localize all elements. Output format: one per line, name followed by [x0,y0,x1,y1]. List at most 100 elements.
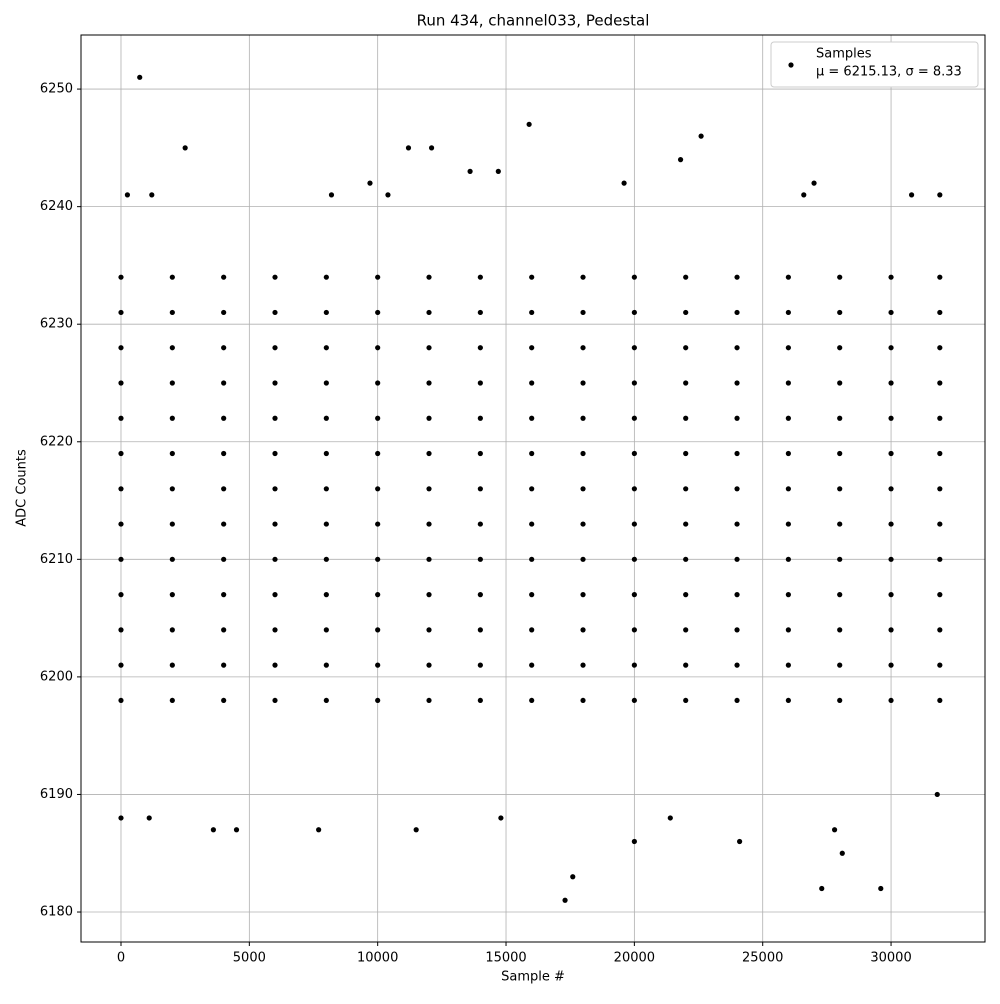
point [734,345,740,351]
point [785,592,791,598]
point [272,309,278,316]
point [667,815,673,821]
point [837,345,843,351]
axes-frame [80,34,986,943]
point [375,486,381,492]
point [631,309,637,316]
y-tick-label: 6220 [40,434,73,449]
point [631,415,637,421]
point [785,309,791,316]
point [785,697,791,704]
point [937,450,943,457]
y-tick-label: 6230 [40,317,73,332]
point [367,180,373,186]
point [785,415,791,421]
point [428,145,435,151]
point [529,415,535,421]
point [272,697,278,704]
point [837,697,843,704]
point [405,145,412,151]
point [221,345,227,351]
point [631,380,637,386]
point [837,662,843,668]
point [529,486,535,492]
point [888,697,894,704]
point [233,827,240,833]
point [683,627,689,633]
point [385,192,391,198]
point [529,697,535,704]
point [837,309,843,316]
point [221,486,227,492]
point [785,556,791,562]
legend-box [770,41,979,88]
point [272,556,278,562]
point [698,133,704,139]
point [785,274,791,280]
point [937,697,943,704]
point [495,168,501,174]
point [580,521,586,527]
point [631,556,637,562]
point [580,309,586,316]
point [221,380,227,386]
point [375,309,381,316]
point [580,380,586,386]
point [426,415,432,421]
point [221,309,227,316]
point [937,627,943,633]
point [580,486,586,492]
point [937,380,943,386]
point [477,345,483,351]
point [837,380,843,386]
point [169,450,175,457]
point [529,380,535,386]
point [580,556,586,562]
point [683,592,689,598]
point [837,450,843,457]
point [934,791,940,798]
point [182,145,188,151]
point [878,885,884,892]
point [316,827,322,833]
point [888,415,894,421]
point [737,838,743,845]
point [801,192,807,198]
point [683,521,689,527]
point [785,345,791,351]
point [837,592,843,598]
point [118,309,124,316]
point [221,521,227,527]
point [529,662,535,668]
point [839,850,845,856]
point [937,415,943,421]
point [621,180,627,186]
point [146,815,152,821]
point [837,486,843,492]
point [375,450,381,457]
point [734,521,740,527]
point [888,309,894,316]
legend-marker [788,62,794,68]
point [683,380,689,386]
point [631,838,637,845]
point [837,415,843,421]
point [375,521,381,527]
point [477,556,483,562]
point [734,627,740,633]
point [734,450,740,457]
point [477,450,483,457]
point [580,415,586,421]
point [477,486,483,492]
point [426,556,432,562]
point [375,662,381,668]
point [888,662,894,668]
point [272,450,278,457]
point [323,274,329,280]
point [734,592,740,598]
point [477,521,483,527]
point [118,662,124,668]
point [837,521,843,527]
x-tick-label: 5000 [233,951,266,966]
